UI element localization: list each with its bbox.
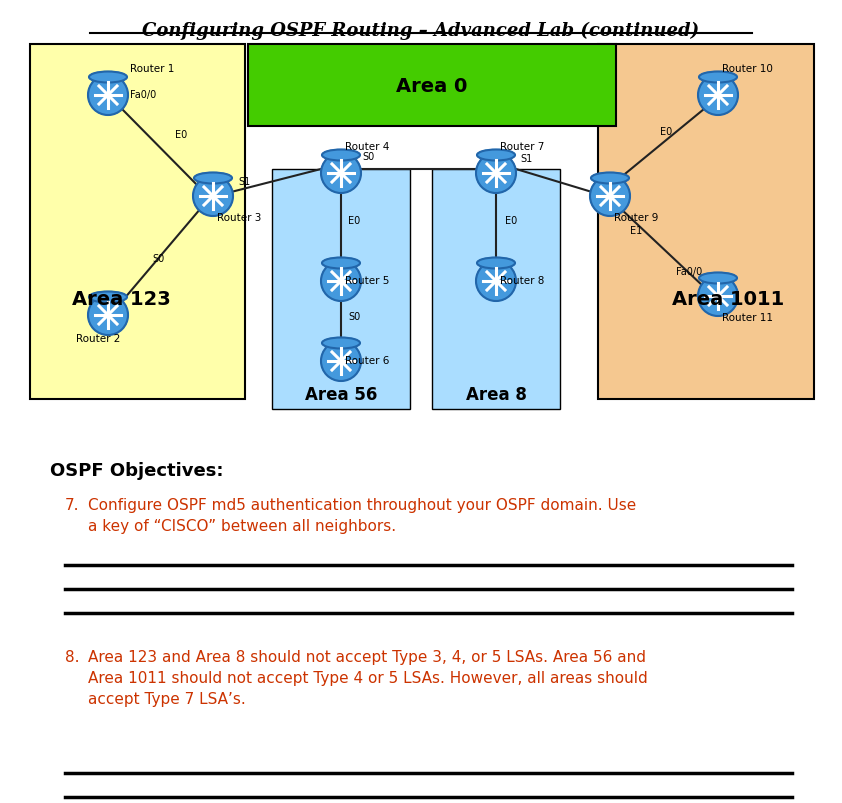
Text: Router 4: Router 4 [345,142,389,152]
Text: Router 11: Router 11 [722,312,773,323]
Text: 8.: 8. [65,649,79,664]
Text: S0: S0 [348,312,360,321]
FancyBboxPatch shape [30,45,245,400]
Ellipse shape [89,292,127,303]
Ellipse shape [322,259,360,269]
Text: 7.: 7. [65,497,79,512]
Text: S1: S1 [520,154,532,164]
Text: Area 8: Area 8 [466,385,526,403]
Circle shape [321,262,361,302]
Ellipse shape [699,72,737,84]
Circle shape [193,177,233,217]
Text: Configuring OSPF Routing – Advanced Lab (continued): Configuring OSPF Routing – Advanced Lab … [142,22,700,40]
FancyBboxPatch shape [248,45,616,127]
Ellipse shape [89,72,127,84]
Text: S1: S1 [238,177,250,187]
Ellipse shape [322,338,360,349]
Ellipse shape [477,150,515,161]
Text: Area 123: Area 123 [72,290,171,309]
Text: Fa0/0: Fa0/0 [676,267,702,277]
Text: E0: E0 [348,216,360,226]
Text: Area 1011: Area 1011 [672,290,784,309]
Text: OSPF Objectives:: OSPF Objectives: [50,462,223,479]
Ellipse shape [322,150,360,161]
Circle shape [321,154,361,194]
Text: Area 123 and Area 8 should not accept Type 3, 4, or 5 LSAs. Area 56 and
Area 101: Area 123 and Area 8 should not accept Ty… [88,649,647,706]
Ellipse shape [699,273,737,284]
Circle shape [476,262,516,302]
Text: Router 8: Router 8 [500,275,545,286]
Text: Router 7: Router 7 [500,142,545,152]
FancyBboxPatch shape [432,169,560,410]
Text: E0: E0 [660,127,672,137]
Text: S0: S0 [362,152,374,161]
Text: E0: E0 [175,130,187,140]
FancyBboxPatch shape [598,45,814,400]
Text: Area 56: Area 56 [305,385,377,403]
Ellipse shape [194,173,232,184]
Circle shape [88,76,128,116]
Text: E1: E1 [630,226,642,236]
Circle shape [476,154,516,194]
Text: Fa0/0: Fa0/0 [130,90,157,100]
Text: Router 6: Router 6 [345,356,389,365]
Text: Configure OSPF md5 authentication throughout your OSPF domain. Use
a key of “CIS: Configure OSPF md5 authentication throug… [88,497,637,533]
Text: Router 2: Router 2 [76,333,120,344]
Text: S0: S0 [152,254,164,263]
Circle shape [88,296,128,336]
Ellipse shape [591,173,629,184]
Text: Router 10: Router 10 [722,64,773,74]
Text: Area 0: Area 0 [397,76,467,96]
Circle shape [321,341,361,381]
Text: Router 1: Router 1 [130,64,174,74]
Text: E0: E0 [505,216,517,226]
Text: Router 3: Router 3 [217,213,261,222]
FancyBboxPatch shape [272,169,410,410]
Circle shape [698,277,738,316]
Ellipse shape [477,259,515,269]
Text: Router 9: Router 9 [614,213,658,222]
Text: Router 5: Router 5 [345,275,389,286]
Circle shape [698,76,738,116]
Circle shape [590,177,630,217]
